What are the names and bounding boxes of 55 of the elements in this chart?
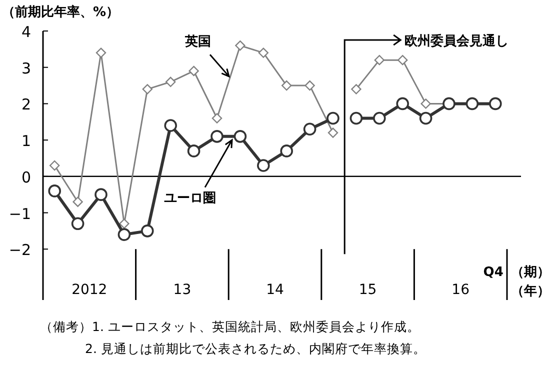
point xyxy=(96,48,106,58)
y-tick-label: 3 xyxy=(21,59,31,78)
annotation: 欧州委員会見通し xyxy=(404,33,509,49)
point xyxy=(396,97,409,110)
text: （備考）1. ユーロスタット、英国統計局、欧州委員会より作成。 xyxy=(40,319,420,334)
point xyxy=(304,80,315,91)
point xyxy=(350,112,363,125)
point xyxy=(235,40,246,51)
point xyxy=(71,217,84,230)
point xyxy=(210,130,224,143)
series-label: ユーロ圏 xyxy=(164,190,216,206)
annotation: （期） xyxy=(511,265,550,280)
annotation: 13 xyxy=(173,282,192,298)
text: 2. 見通しは前期比で公表されるため、内閣府で年率換算。 xyxy=(85,341,426,356)
point xyxy=(142,84,152,94)
point xyxy=(374,54,384,66)
point xyxy=(164,119,177,132)
point xyxy=(258,48,268,58)
point xyxy=(419,112,432,125)
annotation: 16 xyxy=(452,282,470,298)
point xyxy=(48,184,61,198)
annotation: 14 xyxy=(266,282,284,298)
point xyxy=(119,218,130,229)
y-tick-label: −1 xyxy=(8,204,31,223)
point xyxy=(398,54,408,66)
point xyxy=(141,224,154,238)
point xyxy=(118,228,131,241)
point xyxy=(280,144,293,158)
point xyxy=(166,76,176,87)
y-tick-label: 0 xyxy=(21,168,31,186)
annotation: 15 xyxy=(358,282,377,298)
point xyxy=(187,144,200,158)
point xyxy=(188,66,199,76)
x-axis-title: （年） xyxy=(511,284,550,299)
y-tick-label: −2 xyxy=(8,241,31,260)
point xyxy=(282,80,292,91)
y-tick-label: 4 xyxy=(21,23,31,41)
y-axis-title: （前期比年率、%） xyxy=(2,4,120,20)
point xyxy=(328,128,338,138)
y-tick-label: 2 xyxy=(21,96,31,114)
point xyxy=(303,122,316,136)
point xyxy=(50,160,60,171)
point xyxy=(72,196,83,207)
series-label: 英国 xyxy=(184,34,211,50)
x-tick-label: Q4 xyxy=(483,265,504,280)
point xyxy=(234,130,247,143)
point xyxy=(257,159,270,172)
point xyxy=(212,113,222,124)
point xyxy=(351,84,362,94)
point xyxy=(326,112,340,125)
annotation: 2012 xyxy=(72,282,108,298)
point xyxy=(94,188,108,201)
y-tick-label: 1 xyxy=(21,132,31,150)
point xyxy=(420,98,431,109)
point xyxy=(373,112,386,125)
